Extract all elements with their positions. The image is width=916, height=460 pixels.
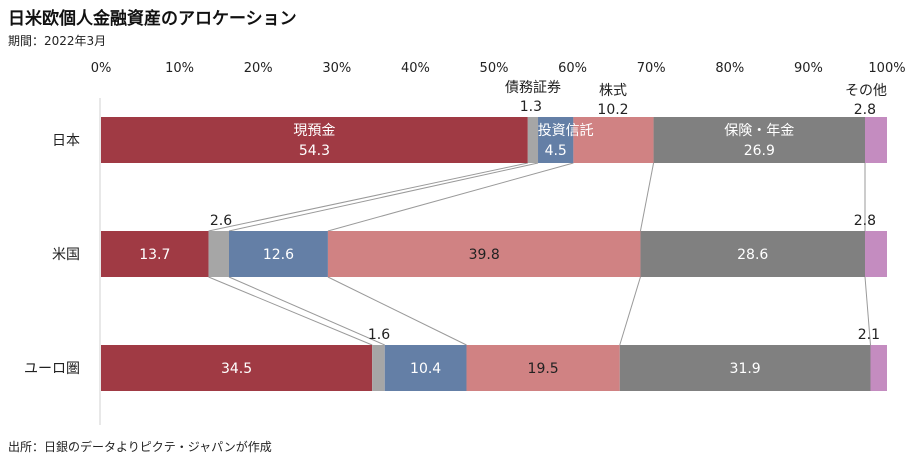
data-label: 54.3: [299, 143, 330, 159]
connector-line: [228, 162, 539, 232]
x-tick-label: 30%: [322, 61, 351, 76]
x-tick-label: 60%: [558, 61, 587, 76]
data-label: 28.6: [737, 247, 768, 263]
bar-segment: [384, 345, 467, 391]
series-label: 現預金: [293, 123, 335, 139]
bar-segment: [870, 345, 887, 391]
data-label: 39.8: [469, 247, 500, 263]
bar-segment: [101, 345, 373, 391]
data-label: 13.7: [139, 247, 170, 263]
bar-segment: [653, 117, 865, 163]
connector-line: [208, 276, 373, 346]
bar-segment: [372, 345, 385, 391]
data-label: 19.5: [528, 361, 559, 377]
connector-line: [327, 162, 574, 232]
connector-line: [228, 276, 385, 346]
bar-segment: [640, 231, 866, 277]
bar-segment: [466, 345, 620, 391]
bar-segment: [101, 231, 209, 277]
bar-segment: [538, 117, 574, 163]
x-tick-label: 40%: [401, 61, 430, 76]
period-label: 期間：2022年3月: [8, 34, 107, 48]
data-label: 31.9: [730, 361, 761, 377]
connector-line: [639, 162, 655, 232]
chart-title: 日米欧個人金融資産のアロケーション: [8, 9, 297, 29]
category-label: 米国: [52, 247, 80, 263]
bar-segment: [527, 117, 539, 163]
data-label: 2.1: [858, 327, 880, 343]
data-label: 4.5: [545, 143, 567, 159]
x-tick-label: 100%: [868, 61, 905, 76]
data-label: 34.5: [221, 361, 252, 377]
category-label: 日本: [52, 133, 80, 149]
series-label: 投資信託: [538, 123, 594, 139]
x-tick-label: 70%: [637, 61, 666, 76]
data-label: 2.8: [854, 102, 876, 118]
bar-segment: [619, 345, 871, 391]
data-label: 12.6: [263, 247, 294, 263]
data-label: 1.6: [368, 327, 390, 343]
bar-segment: [573, 117, 654, 163]
data-label: 26.9: [744, 143, 775, 159]
data-label: 10.2: [597, 102, 628, 118]
series-label: 株式: [599, 83, 627, 99]
x-tick-label: 90%: [794, 61, 823, 76]
bar-segment: [101, 117, 528, 163]
connector-line: [619, 276, 641, 346]
data-label: 10.4: [410, 361, 441, 377]
x-tick-label: 50%: [480, 61, 509, 76]
x-tick-label: 10%: [165, 61, 194, 76]
series-label: 保険・年金: [724, 123, 794, 139]
source-note: 出所：日銀のデータよりピクテ・ジャパンが作成: [8, 440, 272, 454]
bar-segment: [228, 231, 328, 277]
data-label: 2.6: [210, 213, 232, 229]
x-tick-label: 80%: [715, 61, 744, 76]
bar-segment: [865, 231, 887, 277]
data-label: 2.8: [854, 213, 876, 229]
series-label: 債務証券: [505, 80, 561, 96]
bar-segment: [327, 231, 641, 277]
series-label: その他: [845, 83, 887, 99]
bar-segment: [864, 117, 887, 163]
connector-line: [208, 162, 528, 232]
connector-line: [864, 276, 871, 346]
x-tick-label: 0%: [91, 61, 112, 76]
x-tick-label: 20%: [244, 61, 273, 76]
category-label: ユーロ圏: [24, 361, 80, 377]
data-label: 1.3: [520, 99, 542, 115]
connector-line: [327, 276, 467, 346]
bar-segment: [208, 231, 229, 277]
